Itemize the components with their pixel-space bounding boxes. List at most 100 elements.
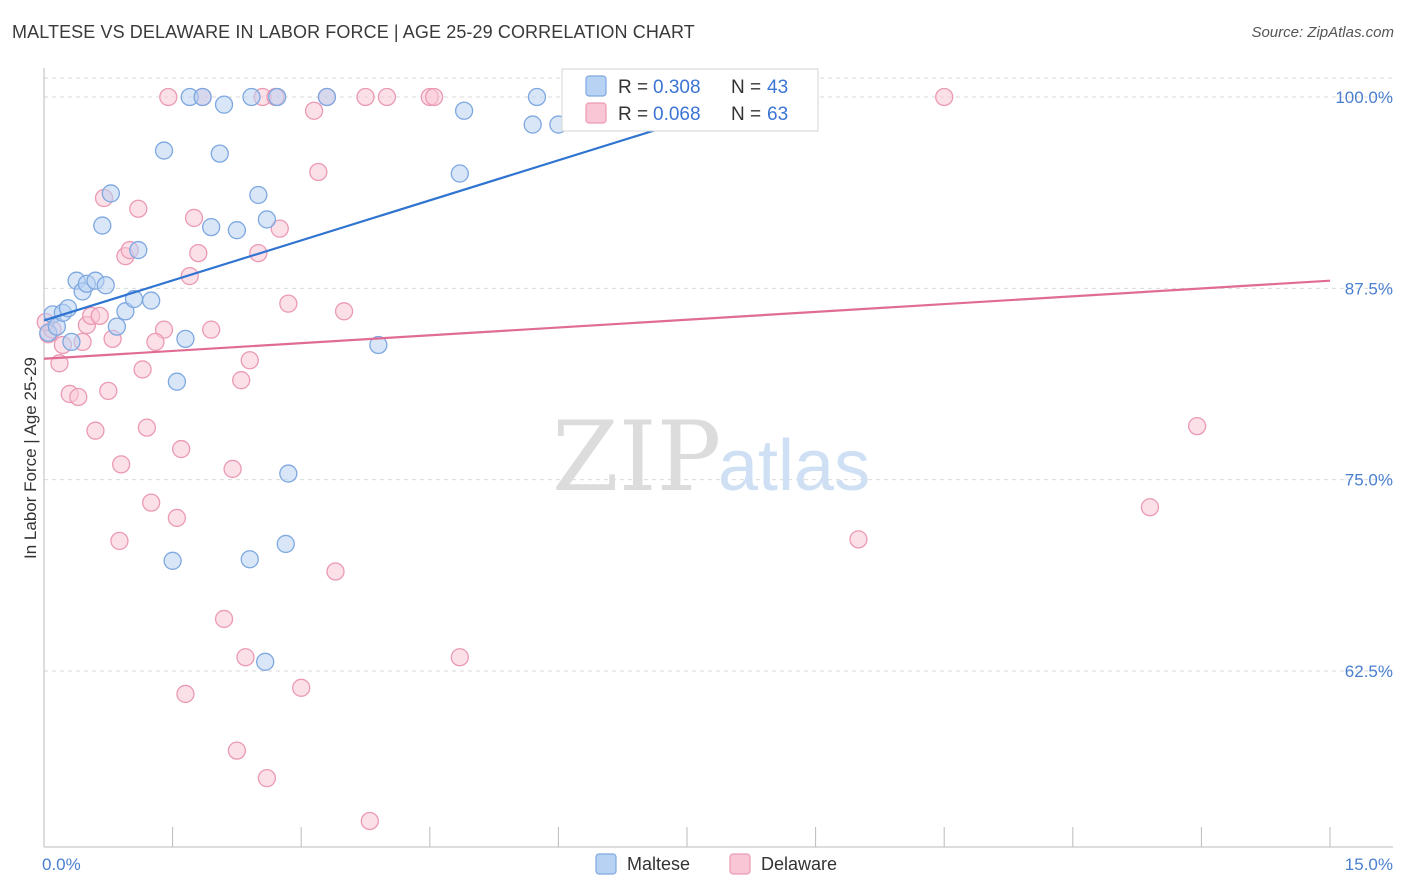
delaware-point-51 (356, 87, 375, 107)
delaware-point-46 (309, 162, 328, 182)
delaware-point-42 (270, 219, 289, 238)
maltese-point-42 (256, 652, 275, 671)
delaware-point-58 (935, 87, 954, 107)
delaware-point-44 (292, 678, 311, 697)
delaware-point-26 (176, 684, 195, 704)
maltese-point-32 (317, 87, 337, 107)
x-tick-label-1: 15.0% (1345, 855, 1393, 874)
delaware-point-62 (146, 332, 165, 352)
delaware-point-21 (142, 493, 161, 512)
delaware-point-23 (159, 87, 178, 107)
maltese-point-11 (96, 276, 115, 295)
delaware-point-48 (326, 562, 345, 581)
delaware-point-18 (129, 199, 148, 218)
maltese-point-24 (210, 144, 229, 163)
bottom-legend-label-maltese: Maltese (627, 854, 690, 874)
delaware-point-49 (334, 302, 354, 321)
legend-n-label-delaware: N = (731, 104, 761, 125)
y-tick-label-2: 87.5% (1345, 279, 1393, 298)
watermark: ZIP atlas (552, 401, 870, 513)
delaware-point-40 (257, 768, 277, 788)
bottom-legend-label-delaware: Delaware (761, 854, 837, 874)
legend-r-value-delaware: 0.068 (653, 104, 701, 125)
delaware-point-31 (202, 320, 221, 339)
bottom-legend-swatch-maltese (595, 853, 617, 875)
maltese-point-41 (276, 534, 295, 554)
delaware-point-52 (377, 87, 397, 107)
maltese-trend-line (43, 100, 748, 322)
delaware-point-60 (1187, 416, 1207, 436)
maltese-point-27 (242, 87, 261, 107)
delaware-point-19 (133, 360, 152, 379)
maltese-point-33 (369, 335, 388, 355)
delaware-point-54 (424, 87, 444, 107)
maltese-point-20 (176, 329, 195, 348)
delaware-point-37 (240, 351, 259, 370)
legend-r-label-maltese: R = (618, 77, 648, 98)
y-tick-label-0: 62.5% (1345, 662, 1393, 681)
x-tick-labels: 0.0% 15.0% (42, 855, 1393, 874)
legend-swatch-delaware (585, 102, 607, 124)
maltese-point-28 (249, 185, 268, 205)
axes (43, 68, 1393, 848)
delaware-trend-line (43, 279, 1331, 360)
maltese-point-29 (257, 210, 277, 229)
delaware-point-33 (223, 459, 242, 479)
maltese-point-39 (163, 551, 182, 570)
legend-r-label-delaware: R = (618, 104, 648, 125)
maltese-point-34 (454, 101, 474, 120)
source-label: Source: ZipAtlas.com (1251, 24, 1394, 41)
bottom-legend-swatch-delaware (729, 853, 751, 875)
legend-r-value-maltese: 0.308 (653, 77, 701, 98)
delaware-point-9 (86, 421, 105, 440)
maltese-point-22 (193, 87, 212, 107)
maltese-point-10 (93, 216, 112, 235)
maltese-point-17 (142, 291, 161, 310)
x-tick-label-0: 0.0% (42, 855, 81, 874)
maltese-point-30 (268, 87, 287, 107)
maltese-point-26 (227, 221, 247, 240)
delaware-point-57 (849, 530, 868, 549)
maltese-points (39, 87, 568, 671)
maltese-point-23 (202, 217, 221, 237)
y-tick-label-1: 75.0% (1345, 471, 1393, 490)
delaware-point-34 (227, 741, 247, 760)
y-tick-labels: 62.5% 75.0% 87.5% 100.0% (1335, 88, 1393, 681)
delaware-point-59 (1140, 498, 1160, 517)
maltese-point-31 (279, 464, 298, 483)
delaware-point-36 (236, 648, 255, 667)
watermark-atlas: atlas (718, 426, 870, 506)
legend-n-value-maltese: 43 (767, 77, 788, 98)
delaware-point-35 (232, 371, 251, 390)
delaware-point-14 (110, 531, 129, 551)
maltese-point-25 (214, 95, 234, 114)
maltese-point-35 (450, 164, 469, 183)
watermark-zip: ZIP (552, 401, 721, 513)
delaware-point-55 (450, 648, 469, 667)
y-tick-label-3: 100.0% (1335, 88, 1393, 107)
delaware-point-28 (184, 208, 204, 228)
delaware-point-5 (69, 387, 88, 407)
delaware-point-45 (304, 101, 324, 120)
delaware-point-50 (360, 811, 379, 831)
delaware-point-20 (137, 418, 157, 437)
series-legend: Maltese Delaware (595, 853, 837, 875)
maltese-point-13 (107, 317, 127, 336)
maltese-point-16 (129, 240, 148, 260)
delaware-point-32 (214, 609, 234, 629)
trend-lines (43, 100, 1331, 360)
legend-swatch-maltese (585, 75, 607, 97)
maltese-point-37 (527, 87, 547, 107)
delaware-point-43 (279, 294, 298, 313)
delaware-point-12 (99, 381, 118, 401)
delaware-point-29 (189, 243, 208, 263)
delaware-point-24 (167, 508, 187, 528)
chart-title: MALTESE VS DELAWARE IN LABOR FORCE | AGE… (12, 22, 695, 42)
correlation-legend: R = 0.308 N = 43 R = 0.068 N = 63 (561, 68, 819, 132)
delaware-point-25 (172, 439, 191, 459)
maltese-point-40 (240, 550, 259, 569)
delaware-point-15 (112, 455, 131, 474)
maltese-point-12 (101, 184, 121, 203)
legend-n-value-delaware: 63 (767, 104, 788, 125)
